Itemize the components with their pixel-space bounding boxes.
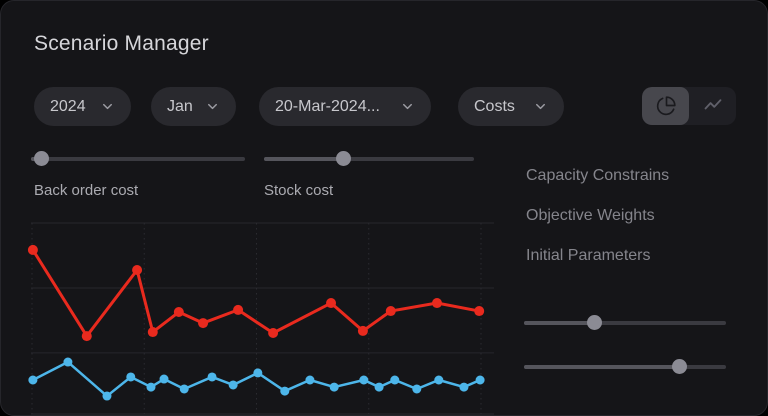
menu-item-objective-weights[interactable]: Objective Weights (526, 207, 655, 224)
series-costs-blue-point (146, 382, 156, 392)
series-costs-red-point (27, 244, 38, 255)
slider-fill (524, 321, 595, 325)
back-order-cost-label: Back order cost (34, 182, 139, 199)
slider-fill (264, 157, 344, 161)
cost-line-chart (27, 222, 494, 415)
series-costs-blue-point (305, 375, 315, 385)
slider-thumb[interactable] (336, 151, 352, 166)
stock-cost-slider[interactable] (264, 151, 474, 167)
trend-line-icon (703, 96, 723, 116)
series-costs-red-point (132, 264, 143, 275)
series-costs-red-point (233, 304, 244, 315)
slider-track[interactable] (524, 321, 726, 325)
date-dropdown[interactable]: 20-Mar-2024... (259, 87, 431, 126)
series-costs-blue-point (253, 368, 263, 378)
chevron-down-icon (400, 99, 415, 114)
series-costs-blue-point (126, 372, 136, 382)
metric-dropdown-value: Costs (474, 97, 515, 115)
series-costs-blue-point (412, 384, 422, 394)
chevron-down-icon (533, 99, 548, 114)
year-dropdown-value: 2024 (50, 97, 86, 115)
metric-dropdown[interactable]: Costs (458, 87, 564, 126)
stock-cost-label: Stock cost (264, 182, 334, 199)
pie-chart-icon (656, 96, 676, 116)
chevron-down-icon (100, 99, 115, 114)
page-title: Scenario Manager (34, 32, 209, 55)
series-costs-blue-point (475, 375, 485, 385)
series-costs-blue-point (63, 357, 73, 367)
date-dropdown-value: 20-Mar-2024... (275, 97, 380, 115)
series-costs-blue-point (280, 386, 290, 396)
series-costs-blue-point (102, 391, 112, 401)
series-costs-blue-point (374, 382, 384, 392)
series-costs-blue-point (390, 375, 400, 385)
series-costs-red-point (147, 327, 158, 338)
parameter-slider-bottom[interactable] (524, 359, 726, 375)
back-order-cost-slider[interactable] (31, 151, 245, 167)
series-costs-red-point (385, 306, 396, 317)
series-costs-red-point (81, 331, 92, 342)
month-dropdown[interactable]: Jan (151, 87, 236, 126)
series-costs-red-point (268, 328, 279, 339)
series-costs-red-point (173, 307, 184, 318)
slider-thumb[interactable] (587, 315, 603, 330)
slider-track[interactable] (264, 157, 474, 161)
series-costs-blue-point (207, 372, 217, 382)
month-dropdown-value: Jan (167, 97, 193, 115)
series-costs-red-point (474, 306, 485, 317)
series-costs-blue-point (434, 375, 444, 385)
slider-thumb[interactable] (34, 151, 50, 166)
chart-canvas (27, 222, 494, 415)
slider-thumb[interactable] (672, 359, 688, 374)
series-costs-red-point (326, 298, 337, 309)
series-costs-blue-point (159, 374, 169, 384)
slider-fill (524, 365, 680, 369)
chevron-down-icon (205, 99, 220, 114)
year-dropdown[interactable]: 2024 (34, 87, 131, 126)
slider-track[interactable] (31, 157, 245, 161)
series-costs-red-point (198, 318, 209, 329)
chart-view-toggle (642, 87, 736, 125)
menu-item-initial-parameters[interactable]: Initial Parameters (526, 247, 651, 264)
pie-chart-view-button[interactable] (642, 87, 689, 125)
line-chart-view-button[interactable] (689, 87, 736, 125)
series-costs-blue-point (228, 380, 238, 390)
series-costs-red-point (357, 325, 368, 336)
series-costs-blue-point (459, 382, 469, 392)
series-costs-blue-point (359, 375, 369, 385)
menu-item-capacity-constrains[interactable]: Capacity Constrains (526, 167, 670, 184)
series-costs-blue-point (179, 384, 189, 394)
series-costs-blue-point (28, 375, 38, 385)
series-costs-blue-point (329, 382, 339, 392)
parameter-slider-top[interactable] (524, 315, 726, 331)
series-costs-red-point (431, 298, 442, 309)
